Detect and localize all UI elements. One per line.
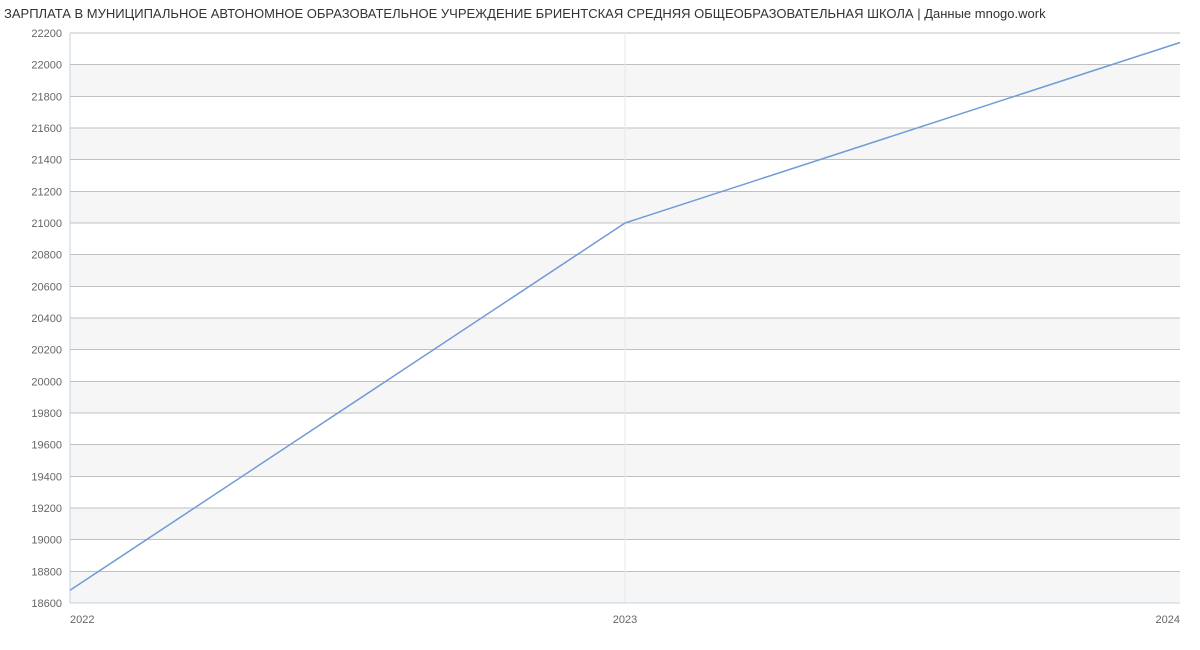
svg-text:2024: 2024 — [1156, 614, 1180, 626]
svg-text:21000: 21000 — [31, 218, 62, 230]
svg-text:20800: 20800 — [31, 250, 62, 262]
svg-text:20400: 20400 — [31, 313, 62, 325]
svg-text:19000: 19000 — [31, 535, 62, 547]
svg-text:21200: 21200 — [31, 186, 62, 198]
svg-text:21400: 21400 — [31, 155, 62, 167]
chart-title: ЗАРПЛАТА В МУНИЦИПАЛЬНОЕ АВТОНОМНОЕ ОБРА… — [0, 0, 1200, 23]
svg-text:2022: 2022 — [70, 614, 94, 626]
svg-text:21800: 21800 — [31, 91, 62, 103]
chart-container: 18600 18800 19000 19200 19400 19600 19800 20000… — [0, 23, 1200, 643]
svg-text:18600: 18600 — [31, 598, 62, 610]
svg-text:18800: 18800 — [31, 566, 62, 578]
line-chart: 18600 18800 19000 19200 19400 19600 19800 20000… — [0, 23, 1200, 643]
svg-text:19600: 19600 — [31, 440, 62, 452]
svg-text:20000: 20000 — [31, 376, 62, 388]
svg-text:2023: 2023 — [613, 614, 637, 626]
svg-text:20200: 20200 — [31, 345, 62, 357]
svg-text:22000: 22000 — [31, 60, 62, 72]
svg-text:19400: 19400 — [31, 471, 62, 483]
svg-text:22200: 22200 — [31, 28, 62, 40]
svg-text:21600: 21600 — [31, 123, 62, 135]
svg-text:19800: 19800 — [31, 408, 62, 420]
svg-text:20600: 20600 — [31, 281, 62, 293]
svg-text:19200: 19200 — [31, 503, 62, 515]
